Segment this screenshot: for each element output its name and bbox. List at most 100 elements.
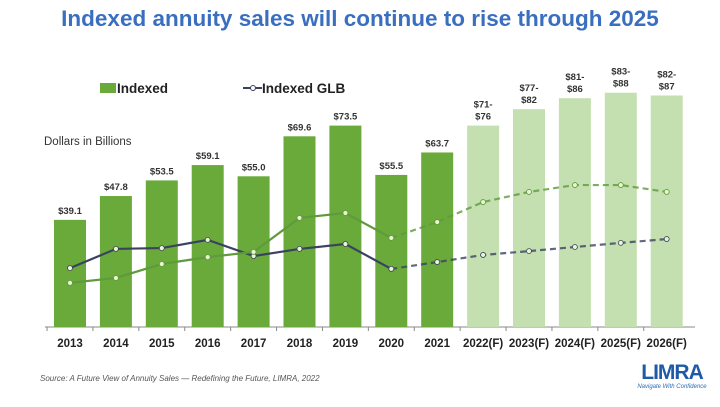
line-point: [342, 241, 349, 247]
data-label-line: $63.7: [425, 138, 449, 149]
line-point: [480, 252, 487, 258]
legend-marker-glb: [250, 85, 256, 91]
data-label: $77-$82: [519, 83, 538, 106]
data-label-line: $73.5: [334, 112, 358, 123]
x-tick-label: 2020: [379, 338, 405, 350]
logo-tagline: Navigate With Confidence: [637, 384, 707, 390]
line-point: [434, 219, 441, 225]
bar-2015: [145, 180, 178, 327]
line-point: [158, 245, 165, 251]
line-series-2-solid: [69, 211, 392, 284]
line-point: [158, 261, 165, 267]
x-tick-label: 2021: [424, 338, 450, 350]
x-tick-label: 2015: [149, 338, 175, 350]
bar-2024(F): [558, 98, 591, 328]
line-series-1-solid: [69, 238, 392, 270]
line-point: [663, 189, 670, 195]
line-point: [526, 189, 532, 195]
data-label-line: $88: [613, 79, 629, 90]
line-point: [113, 275, 119, 281]
x-tick-label: 2017: [241, 338, 267, 350]
x-tick-label: 2016: [195, 338, 221, 350]
legend-label-glb: Indexed GLB: [262, 81, 346, 96]
x-tick-label: 2022(F): [463, 338, 503, 350]
line-point: [250, 249, 257, 255]
line-point: [480, 199, 487, 205]
data-label: $82-$87: [657, 69, 676, 92]
bar-2021: [421, 152, 454, 327]
line-point: [434, 259, 441, 265]
line-point: [617, 182, 624, 188]
bar-2020: [375, 174, 408, 327]
limra-logo: LIMRA Navigate With Confidence: [632, 361, 712, 391]
data-label: $81-$86: [565, 72, 584, 95]
data-label: $53.5: [150, 166, 174, 177]
x-tick-label: 2024(F): [555, 338, 595, 350]
line-point: [663, 236, 670, 242]
legend-label-indexed: Indexed: [117, 81, 168, 96]
data-label: $69.6: [288, 122, 312, 133]
data-label-line: $83-: [611, 67, 630, 78]
line-point: [296, 246, 303, 252]
data-label-line: $47.8: [104, 182, 128, 193]
bar-2025(F): [604, 92, 637, 327]
line-point: [204, 254, 211, 261]
chart-title: Indexed annuity sales will continue to r…: [61, 6, 659, 31]
data-label-line: $53.5: [150, 166, 174, 177]
data-label-line: $71-: [474, 100, 493, 111]
logo-text: LIMRA: [641, 361, 704, 384]
bar-2018: [283, 136, 316, 327]
x-tick-label: 2019: [333, 338, 359, 350]
data-label-line: $76: [475, 112, 491, 123]
bar-2016: [191, 165, 224, 327]
line-point: [342, 210, 349, 216]
data-label-line: $81-: [565, 72, 584, 83]
data-label: $55.5: [379, 161, 403, 172]
data-label-line: $55.5: [379, 161, 403, 172]
line-point: [67, 265, 73, 271]
line-point: [296, 215, 303, 221]
data-label-line: $59.1: [196, 151, 220, 162]
data-label-line: $39.1: [58, 206, 82, 217]
legend-swatch-indexed: [100, 83, 116, 93]
x-tick-label: 2026(F): [647, 338, 687, 350]
bar-2023(F): [513, 109, 545, 327]
data-label-line: $86: [567, 84, 583, 95]
line-point: [526, 248, 532, 255]
line-point: [388, 266, 395, 272]
line-point: [388, 235, 395, 241]
x-tick-label: 2023(F): [509, 338, 549, 350]
line-point: [113, 246, 119, 252]
bar-2026(F): [650, 95, 683, 327]
data-label-line: $87: [659, 81, 675, 92]
data-label: $73.5: [334, 112, 358, 123]
data-label: $55.0: [242, 162, 266, 173]
bar-2022(F): [467, 125, 500, 327]
data-label: $59.1: [196, 151, 220, 162]
data-label-line: $55.0: [242, 162, 266, 173]
data-label: $63.7: [425, 138, 449, 149]
line-point: [572, 244, 578, 250]
bar-2014: [99, 196, 132, 327]
y-axis-label: Dollars in Billions: [44, 136, 132, 148]
data-label: $83-$88: [611, 67, 630, 90]
data-label-line: $82: [521, 95, 537, 106]
data-label-line: $82-: [657, 69, 676, 80]
bar-2013: [54, 219, 86, 327]
x-tick-label: 2013: [57, 338, 83, 350]
bar-2019: [329, 125, 362, 327]
x-tick-label: 2025(F): [601, 338, 641, 350]
source-note: Source: A Future View of Annuity Sales —…: [40, 374, 320, 383]
x-tick-label: 2018: [287, 338, 313, 350]
data-label: $71-$76: [474, 100, 493, 123]
line-point: [617, 239, 624, 246]
data-label: $39.1: [58, 206, 82, 217]
x-tick-label: 2014: [103, 338, 129, 350]
data-label-line: $69.6: [288, 122, 312, 133]
data-label-line: $77-: [519, 83, 538, 94]
line-point: [204, 236, 211, 243]
line-point: [67, 279, 73, 286]
line-point: [572, 182, 578, 188]
data-label: $47.8: [104, 182, 128, 193]
